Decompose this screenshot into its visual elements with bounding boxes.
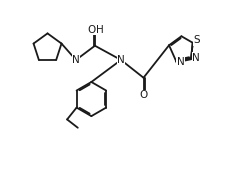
Text: N: N xyxy=(176,57,184,67)
Text: N: N xyxy=(192,53,200,63)
Text: N: N xyxy=(72,55,80,65)
Text: O: O xyxy=(88,25,96,35)
Text: H: H xyxy=(96,25,104,35)
Text: S: S xyxy=(194,35,200,45)
Text: O: O xyxy=(139,90,148,100)
Text: N: N xyxy=(117,55,125,65)
